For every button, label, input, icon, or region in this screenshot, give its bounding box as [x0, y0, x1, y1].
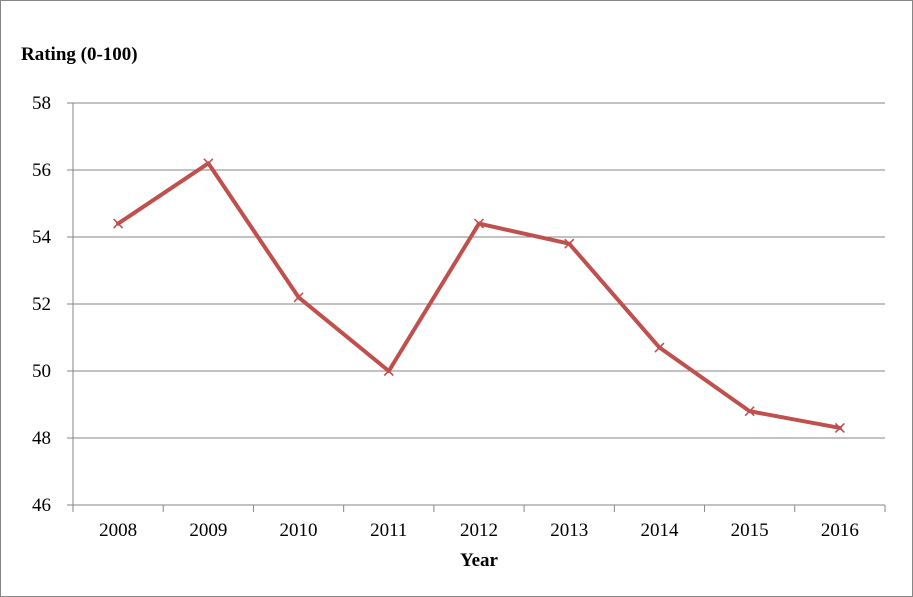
data-point-2010	[293, 292, 304, 303]
x-tick-label: 2010	[280, 520, 318, 541]
gridlines	[73, 102, 885, 439]
y-tick-label: 54	[32, 227, 52, 248]
series-line	[116, 161, 842, 430]
y-tick-label: 48	[32, 428, 51, 449]
x-tick-label: 2013	[550, 520, 588, 541]
x-tick-label: 2009	[189, 520, 227, 541]
y-tick-labels: 46 48 50 52 54 56 58	[32, 93, 52, 516]
data-point-2008	[113, 218, 124, 229]
data-point-2014	[654, 342, 665, 353]
data-point-2011	[383, 365, 394, 377]
x-tick-label: 2016	[821, 520, 859, 541]
x-axis-label: Year	[460, 550, 499, 571]
data-point-2009	[203, 158, 214, 169]
data-point-2015	[744, 406, 755, 417]
y-tick-label: 56	[32, 160, 51, 181]
x-tick-label: 2015	[731, 520, 769, 541]
y-tick-label: 58	[32, 93, 51, 114]
x-tick-labels: 2008 2009 2010 2011 2012 2013 2014 2015 2016	[99, 520, 859, 541]
series-layer	[113, 158, 845, 434]
y-tick-label: 50	[32, 361, 51, 382]
data-point-2016	[834, 422, 845, 434]
x-tick-label: 2008	[99, 520, 137, 541]
y-axis-label: Rating (0-100)	[21, 44, 138, 65]
x-tick-label: 2012	[460, 520, 498, 541]
y-tick-label: 46	[32, 495, 51, 516]
data-point-2013	[564, 238, 575, 249]
x-tick-label: 2011	[370, 520, 407, 541]
data-point-2012	[473, 218, 485, 229]
x-tick-label: 2014	[640, 520, 679, 541]
axes	[67, 102, 886, 512]
y-tick-label: 52	[32, 294, 51, 315]
